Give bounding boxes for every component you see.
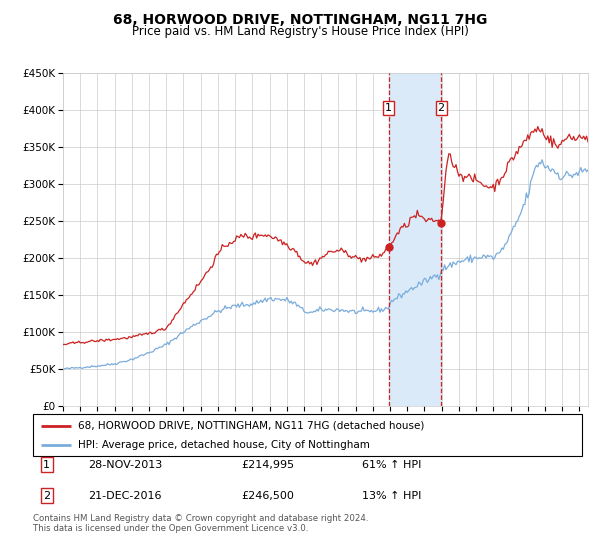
Text: 13% ↑ HPI: 13% ↑ HPI — [362, 491, 422, 501]
Text: 61% ↑ HPI: 61% ↑ HPI — [362, 460, 422, 470]
Text: 1: 1 — [385, 103, 392, 113]
FancyBboxPatch shape — [33, 414, 582, 456]
Text: 1: 1 — [43, 460, 50, 470]
Text: 28-NOV-2013: 28-NOV-2013 — [88, 460, 162, 470]
Text: £214,995: £214,995 — [242, 460, 295, 470]
Text: Price paid vs. HM Land Registry's House Price Index (HPI): Price paid vs. HM Land Registry's House … — [131, 25, 469, 38]
Text: 21-DEC-2016: 21-DEC-2016 — [88, 491, 161, 501]
Text: 68, HORWOOD DRIVE, NOTTINGHAM, NG11 7HG (detached house): 68, HORWOOD DRIVE, NOTTINGHAM, NG11 7HG … — [78, 421, 424, 431]
Text: £246,500: £246,500 — [242, 491, 295, 501]
Text: Contains HM Land Registry data © Crown copyright and database right 2024.
This d: Contains HM Land Registry data © Crown c… — [33, 514, 368, 533]
Text: 2: 2 — [437, 103, 445, 113]
Text: HPI: Average price, detached house, City of Nottingham: HPI: Average price, detached house, City… — [78, 440, 370, 450]
Text: 2: 2 — [43, 491, 50, 501]
Text: 68, HORWOOD DRIVE, NOTTINGHAM, NG11 7HG: 68, HORWOOD DRIVE, NOTTINGHAM, NG11 7HG — [113, 13, 487, 27]
Bar — [389, 73, 441, 406]
